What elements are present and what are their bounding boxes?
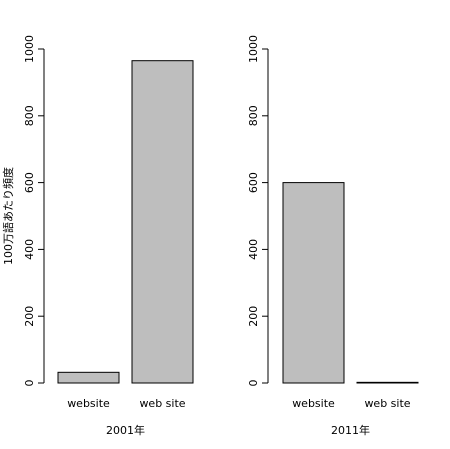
x-axis-label: 2011年 bbox=[331, 423, 370, 437]
y-tick-label: 200 bbox=[247, 306, 260, 327]
x-tick-label: web site bbox=[139, 397, 185, 410]
bar bbox=[282, 182, 345, 384]
y-tick-label: 1000 bbox=[23, 35, 36, 63]
y-tick-label: 400 bbox=[247, 239, 260, 260]
y-tick-label: 1000 bbox=[247, 35, 260, 63]
x-tick-label: website bbox=[67, 397, 110, 410]
x-tick-label: web site bbox=[364, 397, 410, 410]
y-tick-label: 800 bbox=[23, 105, 36, 126]
bar bbox=[131, 60, 194, 384]
x-tick-label: website bbox=[292, 397, 335, 410]
bar bbox=[57, 371, 120, 384]
y-tick-label: 600 bbox=[23, 172, 36, 193]
y-axis-label: 100万語あたり頻度 bbox=[1, 167, 15, 265]
y-tick-label: 800 bbox=[247, 105, 260, 126]
y-tick-label: 400 bbox=[23, 239, 36, 260]
y-tick-label: 0 bbox=[23, 380, 36, 387]
x-axis-label: 2001年 bbox=[106, 423, 145, 437]
y-tick-label: 200 bbox=[23, 306, 36, 327]
y-tick-label: 600 bbox=[247, 172, 260, 193]
y-tick-label: 0 bbox=[247, 380, 260, 387]
bar bbox=[356, 381, 419, 384]
